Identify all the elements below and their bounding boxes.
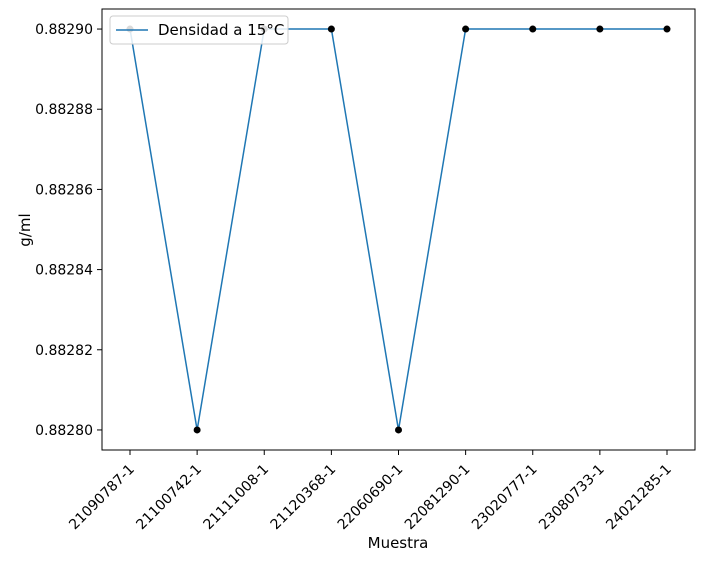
x-tick-label: 21090787-1 <box>66 462 138 534</box>
y-axis: 0.88280 0.88282 0.88284 0.88286 0.88288 0.882… <box>35 22 102 439</box>
x-axis-title: Muestra <box>368 534 429 552</box>
data-point <box>663 25 671 33</box>
data-point <box>395 426 402 434</box>
x-axis: 21090787-121100742-121111008-121120368-1… <box>66 450 675 533</box>
plot-area <box>101 8 696 451</box>
data-point <box>596 25 604 33</box>
data-point <box>529 25 537 33</box>
legend-box <box>109 15 289 45</box>
y-axis-title: g/ml <box>16 213 34 246</box>
x-tick-label: 24021285-1 <box>603 462 675 534</box>
x-tick-label: 22060690-1 <box>335 462 407 534</box>
data-point <box>327 25 335 33</box>
data-point <box>462 25 470 33</box>
y-tick-label: 0.88284 <box>35 263 93 279</box>
legend-entry: Densidad a 15°C <box>158 21 284 39</box>
x-tick-label: 21111008-1 <box>201 462 273 534</box>
x-tick-label: 21100742-1 <box>133 462 205 534</box>
data-point <box>193 426 201 434</box>
y-tick-label: 0.88288 <box>35 102 93 118</box>
x-tick-label: 21120368-1 <box>268 462 340 534</box>
x-tick-label: 23080733-1 <box>536 462 608 534</box>
y-tick-label: 0.88282 <box>35 343 93 359</box>
y-tick-label: 0.88280 <box>35 423 93 439</box>
x-tick-label: 22081290-1 <box>402 462 474 534</box>
legend: Densidad a 15°C <box>109 15 289 45</box>
x-tick-label: 23020777-1 <box>469 462 541 534</box>
y-tick-label: 0.88290 <box>35 22 93 38</box>
y-tick-label: 0.88286 <box>35 182 93 198</box>
